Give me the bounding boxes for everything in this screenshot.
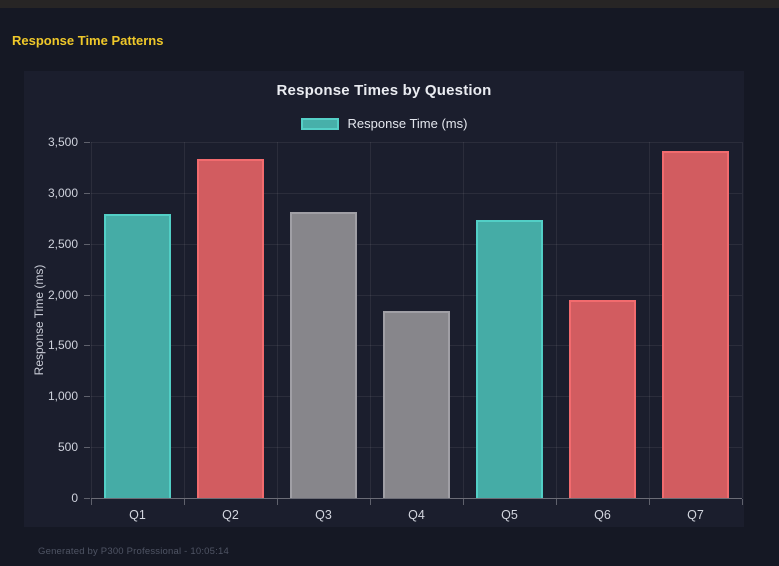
v-gridline bbox=[184, 142, 185, 498]
x-axis-tick bbox=[463, 499, 464, 505]
y-axis-tick bbox=[84, 447, 90, 449]
chart-panel: Response Times by Question Response Time… bbox=[24, 71, 744, 527]
legend-swatch-icon bbox=[300, 117, 339, 130]
bar-q2[interactable] bbox=[197, 159, 264, 498]
y-axis-tick bbox=[84, 192, 90, 194]
chart-title: Response Times by Question bbox=[276, 82, 492, 99]
y-axis-title: Response Time (ms) bbox=[32, 264, 46, 376]
y-axis-tick bbox=[84, 396, 90, 398]
x-axis-line bbox=[91, 498, 742, 499]
window-top-bar bbox=[0, 0, 779, 8]
x-tick-label-q7: Q7 bbox=[687, 508, 704, 522]
x-tick-label-q5: Q5 bbox=[501, 508, 518, 522]
y-axis-tick bbox=[84, 498, 90, 499]
v-gridline bbox=[649, 142, 650, 498]
v-gridline bbox=[277, 142, 278, 498]
h-gridline bbox=[91, 294, 742, 296]
y-tick-label: 1,500 bbox=[47, 338, 78, 353]
y-tick-label: 2,500 bbox=[47, 236, 78, 251]
bar-q6[interactable] bbox=[569, 300, 636, 498]
y-tick-label: 0 bbox=[71, 491, 78, 505]
y-axis-tick bbox=[84, 345, 90, 347]
x-axis-tick bbox=[277, 499, 278, 505]
x-tick-label-q4: Q4 bbox=[408, 508, 425, 522]
x-tick-label-q1: Q1 bbox=[129, 508, 146, 522]
v-gridline bbox=[370, 142, 371, 498]
x-axis-tick bbox=[91, 499, 92, 505]
v-gridline bbox=[556, 142, 557, 498]
y-tick-label: 500 bbox=[57, 440, 78, 455]
h-gridline bbox=[91, 243, 742, 245]
page-title: Response Time Patterns bbox=[12, 33, 164, 48]
x-axis-tick bbox=[742, 499, 743, 505]
y-tick-label: 3,000 bbox=[47, 185, 78, 200]
x-axis-tick bbox=[649, 499, 650, 505]
legend-label: Response Time (ms) bbox=[347, 116, 468, 131]
x-axis-tick bbox=[556, 499, 557, 505]
legend-item-response-time[interactable]: Response Time (ms) bbox=[300, 116, 468, 131]
chart-legend: Response Time (ms) bbox=[24, 116, 744, 131]
bar-q1[interactable] bbox=[104, 214, 171, 498]
bar-q7[interactable] bbox=[662, 151, 729, 498]
x-tick-label-q6: Q6 bbox=[594, 508, 611, 522]
h-gridline bbox=[91, 192, 742, 194]
x-axis-tick bbox=[370, 499, 371, 505]
h-gridline bbox=[91, 142, 742, 143]
x-tick-label-q3: Q3 bbox=[315, 508, 332, 522]
bar-q4[interactable] bbox=[383, 311, 450, 498]
y-tick-label: 1,000 bbox=[47, 389, 78, 404]
y-tick-label: 3,500 bbox=[47, 135, 78, 149]
bar-q5[interactable] bbox=[476, 220, 543, 498]
plot-area: Response Time (ms) 3,500 3,000 2,500 2,000 1… bbox=[32, 135, 743, 522]
x-tick-label-q2: Q2 bbox=[222, 508, 239, 522]
v-gridline bbox=[91, 142, 92, 498]
y-axis-tick bbox=[84, 294, 90, 296]
v-gridline bbox=[463, 142, 464, 498]
y-axis-tick bbox=[84, 243, 90, 245]
x-axis-tick bbox=[184, 499, 185, 505]
h-gridline bbox=[91, 498, 742, 499]
y-tick-label: 2,000 bbox=[47, 287, 78, 302]
y-axis-tick bbox=[84, 142, 90, 143]
v-gridline bbox=[742, 142, 743, 498]
bar-q3[interactable] bbox=[290, 212, 357, 498]
footer-text: Generated by P300 Professional - 10:05:1… bbox=[38, 546, 229, 557]
